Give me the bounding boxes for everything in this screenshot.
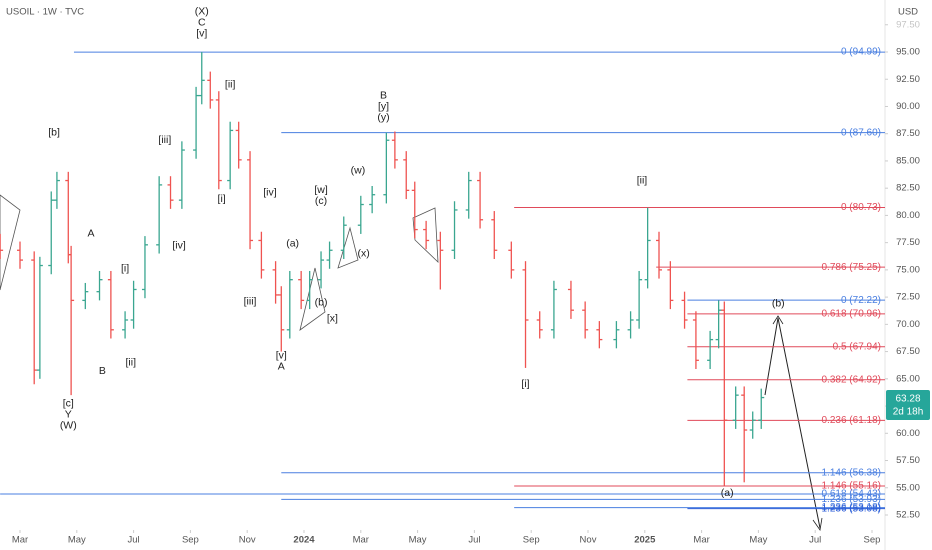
x-tick-label: Nov [239, 535, 256, 546]
y-tick-label: 70.00 [896, 319, 920, 330]
wave-label: [ii] [637, 174, 648, 186]
fib-level-label: 1.146 (56.38) [822, 467, 882, 478]
wave-label: B [99, 365, 106, 377]
y-tick-label: 92.50 [896, 74, 920, 85]
wave-label: [i] [121, 263, 129, 275]
x-tick-label: Mar [12, 535, 28, 546]
wave-label: (W) [60, 420, 77, 432]
fib-level-label: 0 (94.99) [841, 47, 881, 58]
fib-level-label: 1.236 (53.08) [822, 503, 882, 514]
wave-label: [w] [314, 184, 328, 196]
fib-level-label: 0.786 (75.25) [822, 262, 882, 273]
wave-label: [v] [276, 350, 287, 362]
y-tick-label: 60.00 [896, 428, 920, 439]
wave-label: (w) [351, 165, 366, 177]
triangle [337, 226, 359, 269]
countdown: 2d 18h [893, 407, 924, 418]
wave-label: [ii] [126, 356, 137, 368]
wave-label: [c] [63, 398, 74, 410]
wave-label: (b) [772, 297, 785, 309]
wave-label: (b) [315, 296, 328, 308]
wave-label: [i] [218, 193, 226, 205]
wave-label: A [87, 228, 94, 240]
drawings [0, 194, 823, 532]
y-tick-label: 80.00 [896, 210, 920, 221]
y-tick-label: 90.00 [896, 101, 920, 112]
fib-level-label: 0 (87.60) [841, 127, 881, 138]
fib-level-label: 0.5 (67.94) [833, 341, 881, 352]
wave-label: C [198, 16, 206, 28]
x-tick-label: Sep [864, 535, 881, 546]
x-tick-label: Mar [353, 535, 369, 546]
wave-label: [i] [521, 378, 529, 390]
wave-label: (c) [315, 195, 327, 207]
fib-level-label: 0 (72.22) [841, 295, 881, 306]
y-tick-label: 65.00 [896, 373, 920, 384]
wave-label: [ii] [225, 78, 236, 90]
y-tick-label: 95.00 [896, 47, 920, 58]
wave-label: B [380, 89, 387, 101]
fib-level-label: 1.146 (55.16) [822, 481, 882, 492]
wave-label: (a) [286, 238, 299, 250]
price-tag: 63.28 2d 18h [886, 390, 930, 420]
wave-label: (y) [377, 111, 389, 123]
triangle [0, 194, 21, 291]
arrow-head [772, 315, 784, 325]
fib-level-label: 0.618 (54.43) [822, 489, 882, 500]
wave-label: A [278, 361, 285, 373]
price-bars [0, 52, 765, 486]
triangle [299, 267, 326, 331]
currency: USD [898, 7, 918, 18]
last-price: 63.28 [895, 394, 920, 405]
x-tick-label: Sep [523, 535, 540, 546]
x-tick-label: 2024 [293, 535, 315, 546]
wave-label: Y [65, 409, 72, 421]
y-tick-label: 52.50 [896, 510, 920, 521]
x-tick-label: Mar [693, 535, 709, 546]
y-tick-label: 57.50 [896, 455, 920, 466]
fib-level-label: 0.236 (61.18) [822, 415, 882, 426]
fib-levels: 0 (94.99) 0 (87.60) 0 (80.73) 0.786 (75.25)… [0, 47, 885, 514]
y-tick-label: 77.50 [896, 237, 920, 248]
wave-label: (x) [358, 247, 370, 259]
symbol-title: USOIL · 1W · TVC [6, 7, 84, 18]
wave-label: [y] [378, 100, 389, 112]
fib-level-label: 0 (80.73) [841, 202, 881, 213]
y-tick-label: 72.50 [896, 292, 920, 303]
price-tag-box [886, 390, 930, 420]
wave-label: [iii] [158, 134, 171, 146]
y-tick-label: 87.50 [896, 128, 920, 139]
x-tick-label: May [68, 535, 86, 546]
wave-label: [iii] [244, 295, 257, 307]
x-tick-label: May [749, 535, 767, 546]
x-tick-label: Sep [182, 535, 199, 546]
x-tick-label: Nov [580, 535, 597, 546]
y-tick-label: 55.00 [896, 482, 920, 493]
fib-level-label: 1.236 (53.93) [822, 494, 882, 505]
x-tick-label: 2025 [634, 535, 656, 546]
wave-label: [v] [196, 27, 207, 39]
wave-label: (a) [721, 487, 734, 499]
wave-label: [x] [327, 313, 338, 325]
x-tick-label: May [409, 535, 427, 546]
projection-arrow [764, 317, 821, 529]
wave-label: [b] [48, 126, 60, 138]
fib-level-label: 0.618 (70.96) [822, 309, 882, 320]
wave-label: [iv] [172, 240, 186, 252]
fib-level-label: 0.382 (64.92) [822, 374, 882, 385]
arrow-head [812, 517, 823, 532]
wave-label: [iv] [263, 186, 277, 198]
wave-label: (X) [195, 5, 209, 17]
y-tick-label: 82.50 [896, 183, 920, 194]
x-tick-label: Jul [128, 535, 140, 546]
fib-level-label: 1.236 (53.18) [822, 502, 882, 513]
y-tick-label: 85.00 [896, 155, 920, 166]
x-tick-label: Jul [809, 535, 821, 546]
x-tick-label: Jul [468, 535, 480, 546]
y-tick-label: 75.00 [896, 264, 920, 275]
y-tick-label: 67.50 [896, 346, 920, 357]
y-tick-label: 97.50 [896, 19, 920, 30]
